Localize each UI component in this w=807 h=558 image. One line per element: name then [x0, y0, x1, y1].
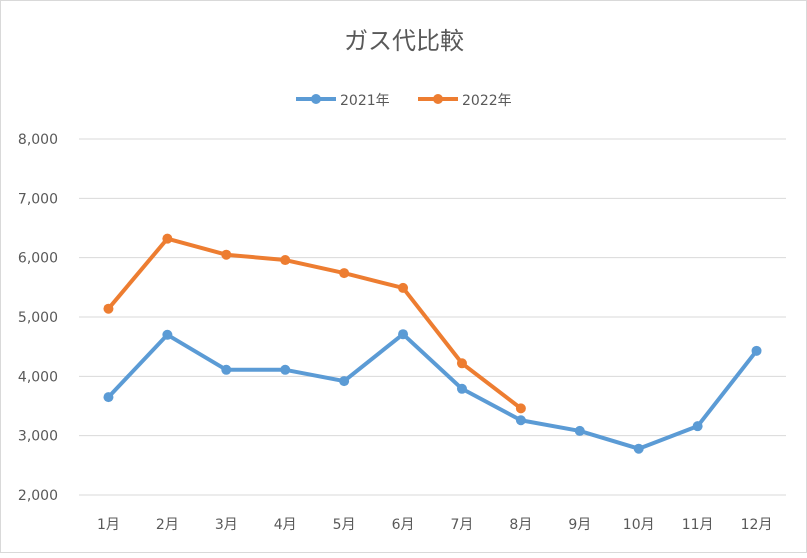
chart-title: ガス代比較 [344, 27, 464, 55]
x-tick-label: 3月 [215, 517, 238, 533]
x-tick-label: 7月 [450, 517, 473, 533]
x-tick-label: 10月 [623, 517, 655, 533]
x-tick-label: 2月 [156, 517, 179, 533]
data-point [398, 329, 409, 340]
x-axis: 1月 2月 3月 4月 5月 6月 7月 8月 9月 10月 11月 12月 [97, 517, 772, 533]
series-group [103, 233, 762, 454]
data-point [574, 425, 585, 436]
legend-label: 2021年 [340, 93, 390, 109]
y-tick-label: 6,000 [18, 251, 58, 267]
y-tick-label: 3,000 [18, 429, 58, 445]
x-tick-label: 1月 [97, 517, 120, 533]
y-tick-label: 7,000 [18, 191, 58, 207]
legend: 2021年 2022年 [296, 93, 512, 109]
x-tick-label: 8月 [509, 517, 532, 533]
data-point [339, 376, 350, 387]
data-point [162, 329, 173, 340]
series-line-2022年 [106, 236, 523, 410]
series-line-2021年 [107, 332, 759, 451]
data-point [280, 364, 291, 375]
y-tick-label: 4,000 [18, 369, 58, 385]
y-tick-label: 5,000 [18, 310, 58, 326]
legend-label: 2022年 [462, 93, 512, 109]
data-point [515, 415, 526, 426]
data-point [456, 383, 467, 394]
data-point [221, 249, 232, 260]
x-tick-label: 11月 [682, 517, 714, 533]
data-point [221, 364, 232, 375]
legend-marker [311, 94, 321, 104]
data-point [398, 282, 409, 293]
data-point [162, 233, 173, 244]
data-point [456, 358, 467, 369]
x-tick-label: 9月 [568, 517, 591, 533]
data-point [692, 421, 703, 432]
data-point [751, 345, 762, 356]
data-point [103, 392, 114, 403]
x-tick-label: 4月 [274, 517, 297, 533]
y-tick-label: 8,000 [18, 132, 58, 148]
legend-marker [433, 94, 443, 104]
y-tick-label: 2,000 [18, 488, 58, 504]
x-tick-label: 6月 [392, 517, 415, 533]
data-point [339, 268, 350, 279]
x-tick-label: 12月 [741, 517, 773, 533]
data-point [633, 443, 644, 454]
gridlines [79, 138, 786, 496]
data-point [515, 403, 526, 414]
x-tick-label: 5月 [333, 517, 356, 533]
data-point [280, 255, 291, 266]
y-axis: 2,000 3,000 4,000 5,000 6,000 7,000 8,000 [18, 132, 58, 504]
data-point [103, 303, 114, 314]
